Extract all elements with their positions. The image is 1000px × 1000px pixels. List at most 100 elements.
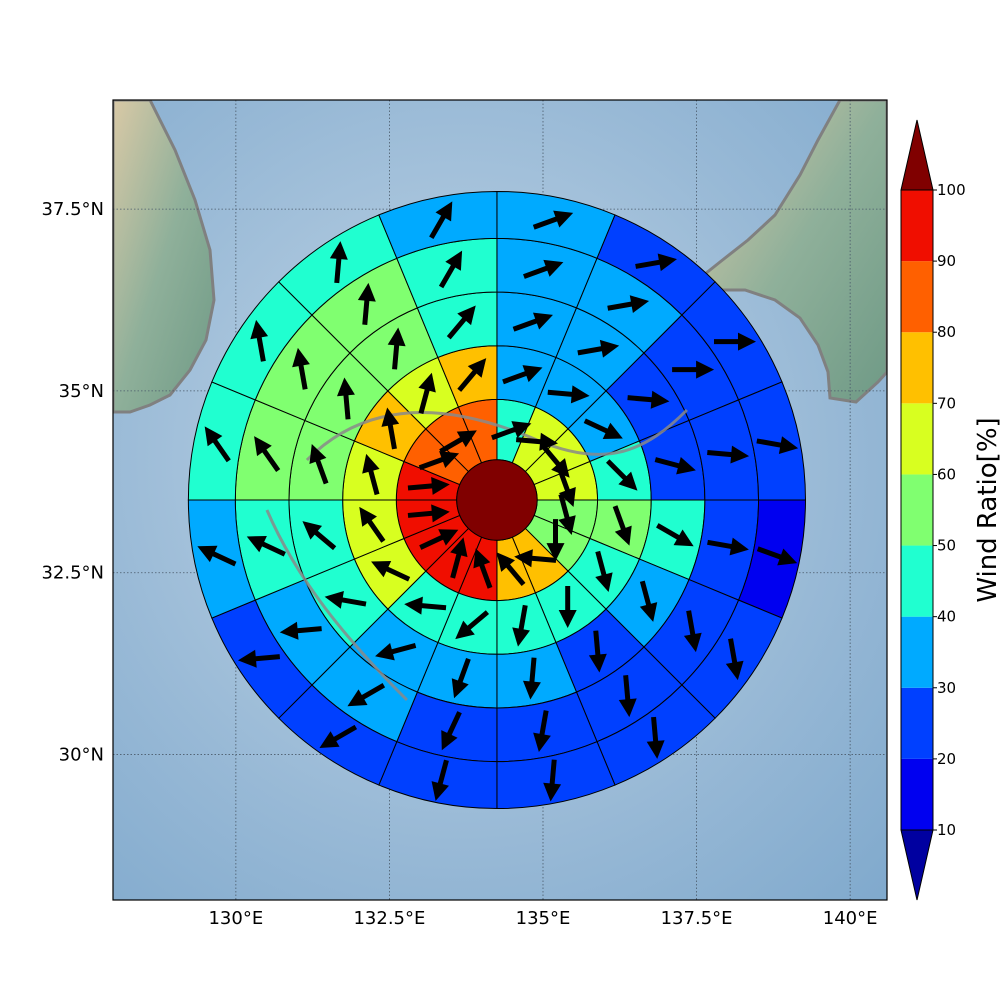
wind-arrow (756, 436, 799, 454)
colorbar: 10 20 30 40 50 60 70 80 90 100 (900, 119, 966, 901)
colorbar-bin (901, 758, 933, 830)
colorbar-extend-low (900, 829, 934, 901)
wind-arrow (491, 421, 532, 441)
colorbar-tick-label: 60 (937, 465, 956, 483)
x-axis-ticks: 130°E 132.5°E 135°E 137.5°E 140°E (208, 908, 877, 929)
coastline-line (305, 408, 688, 462)
x-tick-label: 132.5°E (353, 908, 425, 929)
wind-arrow (533, 710, 551, 752)
wind-arrow (407, 476, 450, 495)
colorbar-tick-label: 70 (937, 394, 956, 412)
wind-arrow (254, 436, 281, 473)
wind-arrow (387, 327, 406, 370)
wind-arrow (381, 407, 400, 450)
wind-arrow (336, 377, 355, 420)
wind-arrow (250, 319, 269, 362)
wind-arrow (618, 675, 637, 718)
wind-arrow (683, 610, 702, 653)
wind-arrow (419, 529, 459, 550)
center-disk (456, 459, 538, 541)
wind-arrow (292, 347, 310, 390)
wind-arrow (324, 591, 367, 609)
wind-arrow (646, 716, 665, 759)
wind-arrow (725, 638, 744, 681)
wind-arrow (707, 445, 750, 464)
wind-arrow (656, 523, 694, 547)
y-tick-label: 35°N (59, 381, 104, 402)
wind-arrow (556, 466, 576, 507)
wind-arrow (627, 390, 670, 409)
wind-arrow (197, 545, 237, 567)
wind-arrow (577, 339, 620, 358)
wind-arrow (246, 535, 286, 557)
wind-arrow (438, 250, 463, 289)
wind-arrow (707, 537, 749, 556)
wind-arrow (714, 332, 756, 351)
wind-arrow (371, 560, 411, 582)
wind-arrow (439, 430, 477, 454)
wind-arrow (362, 453, 380, 496)
colorbar-bin (901, 403, 933, 475)
wind-arrow (514, 549, 557, 568)
colorbar-tick-label: 40 (937, 608, 956, 626)
x-tick-label: 130°E (208, 908, 263, 929)
wind-ratio-cells (187, 190, 806, 810)
wind-arrow (532, 210, 574, 230)
wind-arrow (522, 657, 541, 700)
honshu-landmass (697, 100, 887, 404)
wind-arrow (512, 604, 530, 647)
colorbar-tick-label: 10 (937, 821, 956, 839)
wind-arrow (357, 282, 376, 325)
wind-arrow (639, 580, 658, 622)
wind-arrow (204, 426, 231, 463)
wind-arrow (375, 642, 417, 661)
y-tick-label: 32.5°N (41, 563, 104, 584)
colorbar-tick-label: 30 (937, 679, 956, 697)
wind-arrow (558, 493, 576, 535)
x-tick-label: 140°E (823, 908, 878, 929)
wind-arrow (302, 521, 337, 551)
colorbar-bin (901, 616, 933, 688)
wind-arrow (547, 385, 590, 404)
wind-arrow (429, 201, 453, 239)
wind-arrow (237, 649, 281, 668)
coastline-line (265, 509, 408, 702)
wind-arrow (418, 451, 460, 471)
x-tick-label: 137.5°E (661, 908, 733, 929)
wind-arrow (457, 358, 487, 392)
wind-arrow (496, 552, 526, 587)
y-tick-label: 30°N (59, 745, 104, 766)
colorbar-bin (901, 687, 933, 759)
colorbar-extend-high (900, 119, 934, 191)
wind-arrow (450, 537, 468, 579)
x-tick-label: 135°E (516, 908, 571, 929)
colorbar-tick-label: 50 (937, 537, 956, 555)
wind-arrow (347, 683, 386, 707)
wind-arrow (546, 519, 565, 562)
wind-arrow (607, 295, 650, 313)
wind-arrow (558, 586, 577, 628)
y-tick-label: 37.5°N (41, 199, 104, 220)
wind-arrow (404, 596, 447, 615)
wind-arrow (756, 546, 798, 566)
wind-arrow (588, 630, 607, 673)
colorbar-tick-label: 80 (937, 323, 956, 341)
wind-arrow (451, 657, 471, 699)
colorbar-bin (901, 261, 933, 333)
korea-landmass (113, 100, 216, 414)
wind-arrow (279, 621, 322, 640)
colorbar-bin (901, 545, 933, 617)
wind-arrow (635, 253, 677, 272)
wind-arrow (431, 759, 449, 801)
colorbar-bin (901, 474, 933, 546)
colorbar-frame (900, 189, 934, 831)
y-axis-ticks: 30°N 32.5°N 35°N 37.5°N (41, 199, 104, 765)
colorbar-bin (901, 190, 933, 262)
wind-arrow (543, 759, 562, 802)
wind-arrow (407, 504, 450, 523)
wind-arrow (523, 259, 564, 279)
wind-arrow (583, 418, 623, 440)
wind-arrow (595, 550, 613, 593)
colorbar-tick-label: 100 (937, 181, 966, 199)
